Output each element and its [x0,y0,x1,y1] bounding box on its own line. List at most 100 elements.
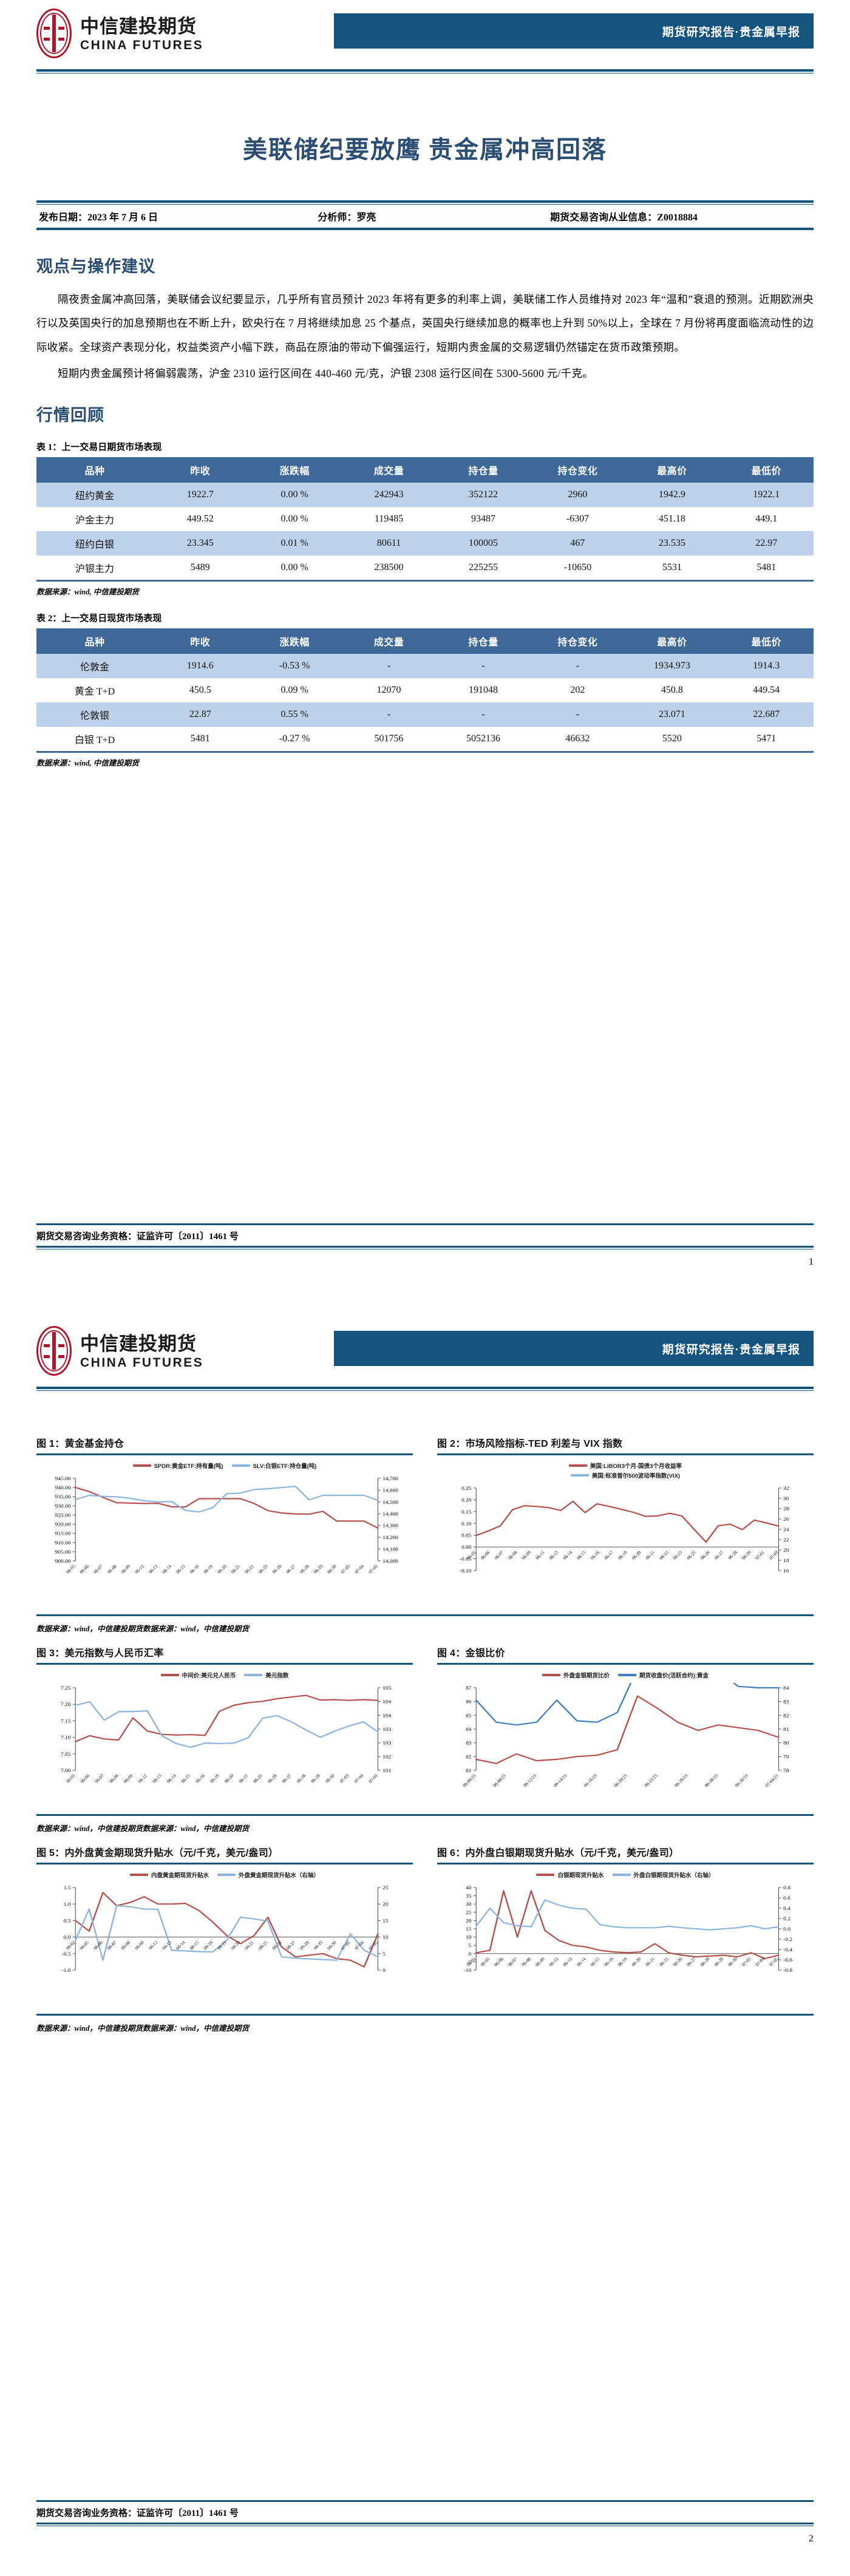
svg-text:06-26: 06-26 [699,1549,711,1560]
svg-text:06-19: 06-19 [209,1773,220,1784]
legend-item: SPDR:黄金ETF:持有量(吨) [132,1461,223,1470]
svg-text:06-06: 06-06 [79,1773,90,1784]
svg-text:06-23: 06-23 [672,1549,683,1560]
column-header: 涨跌幅 [247,457,342,483]
svg-text:105: 105 [382,1685,392,1690]
svg-text:103: 103 [382,1740,392,1745]
svg-text:910.00: 910.00 [55,1540,71,1545]
header-rule [36,1387,814,1389]
svg-text:0.0: 0.0 [783,1926,790,1931]
logo-name-cn: 中信建投期货 [80,1333,197,1354]
svg-text:06-14: 06-14 [175,1940,186,1951]
spot-market-table: 品种 昨收 涨跌幅 成交量 持仓量 持仓变化 最高价 最低价 伦敦金 1914.6 -0.53 %… [36,628,814,753]
svg-text:06-21: 06-21 [237,1773,249,1784]
page-footer: 期货交易咨询业务资格：证监许可〔2011〕1461 号 1 [36,1223,814,1268]
header-band-label: 期货研究报告·贵金属早报 [662,25,800,39]
table-cell: 12070 [341,678,437,702]
svg-text:06-25: 06-25 [252,1773,264,1784]
figure-rule [36,1863,413,1864]
svg-text:06-14: 06-14 [576,1956,587,1967]
svg-text:10: 10 [382,1934,389,1940]
table-cell: 5471 [719,726,814,753]
svg-text:30: 30 [783,1495,789,1501]
svg-text:06-29: 06-29 [310,1773,321,1784]
svg-text:06-07: 06-07 [493,1549,505,1560]
svg-text:07-03: 07-03 [741,1956,752,1967]
column-header: 品种 [36,457,153,483]
column-header: 持仓变化 [530,628,625,654]
svg-text:06-15: 06-15 [180,1773,191,1784]
svg-text:86: 86 [466,1699,472,1704]
svg-text:0.5: 0.5 [64,1918,71,1923]
figure-fig3: 图 3：美元指数与人民币汇率 中间价:美元兑人民币 美元指数 7.25 7.20 7.15… [36,1645,413,1804]
table-cell: 伦敦金 [36,653,153,678]
svg-text:06-09: 06-09 [534,1956,546,1967]
table-cell: 2960 [530,482,625,507]
svg-text:06-13: 06-13 [148,1563,159,1574]
svg-text:14,200: 14,200 [382,1535,398,1540]
svg-text:18: 18 [783,1557,789,1563]
svg-text:06-21: 06-21 [644,1549,656,1560]
figure-rule [437,1453,814,1455]
view-paragraph-1: 隔夜贵金属冲高回落，美联储会议纪要显示，几乎所有官员预计 2023 年将有更多的… [36,293,814,353]
table-header-row: 品种 昨收 涨跌幅 成交量 持仓量 持仓变化 最高价 最低价 [36,457,814,483]
svg-text:06-05: 06-05 [78,1940,90,1951]
svg-text:06-26: 06-26 [271,1563,282,1574]
page-2: 中信建投期货 CHINA FUTURES 期货研究报告·贵金属早报 图 1：黄金… [0,1299,850,2576]
svg-text:0.15: 0.15 [461,1509,472,1514]
svg-text:06-05: 06-05 [65,1563,76,1574]
figure-plot: 0.25 0.20 0.15 0.10 0.05 0.00 -0.05 -0.10 32 30 28… [437,1483,814,1605]
svg-text:-0.2: -0.2 [783,1936,792,1942]
header-rule-thin [36,1390,814,1391]
column-header: 成交量 [341,628,437,654]
svg-text:06-30/23: 06-30/23 [733,1773,749,1788]
logo-name-en: CHINA FUTURES [80,1355,204,1370]
svg-text:25: 25 [466,1909,472,1915]
legend-swatch [132,1464,151,1467]
figure-row: 图 5：内外盘黄金期现货升贴水（元/千克，美元/盎司） 内盘黄金期现货升贴水 外盘黄… [36,1844,814,2004]
svg-text:06-28: 06-28 [295,1773,307,1784]
page-1: 中信建投期货 CHINA FUTURES 期货研究报告·贵金属早报 美联储纪要放… [36,0,814,1268]
svg-text:7.10: 7.10 [61,1735,71,1740]
table-cell: 1914.6 [153,653,248,678]
svg-text:101: 101 [382,1767,391,1773]
figure-section-rule [36,1814,814,1816]
figure-row: 图 3：美元指数与人民币汇率 中间价:美元兑人民币 美元指数 7.25 7.20 7.15… [36,1645,814,1804]
legend-item: 期货收盘价(活跃合约):黄金 [618,1671,709,1679]
table-cell: -6307 [530,506,625,531]
table-cell: 46632 [530,726,625,753]
table-cell: 23.071 [625,702,719,727]
figure-plot: 1.5 1.0 0.5 0.0 -0.5 -1.0 25 20 15 10 5 0 06-02 06-05… [36,1883,413,2004]
svg-text:06-28: 06-28 [727,1549,738,1560]
column-header: 最高价 [625,628,719,654]
svg-text:35: 35 [466,1893,472,1898]
svg-text:0.0: 0.0 [64,1934,71,1940]
table-cell: 238500 [341,555,437,582]
svg-text:-0.05: -0.05 [460,1556,472,1562]
table-cell: -0.53 % [247,653,342,678]
svg-text:24: 24 [783,1526,789,1532]
logo-name-en: CHINA FUTURES [80,38,204,52]
svg-text:14,400: 14,400 [382,1511,398,1517]
svg-text:06-26: 06-26 [267,1773,278,1784]
svg-text:14,600: 14,600 [382,1487,398,1493]
svg-text:0.05: 0.05 [461,1532,472,1538]
svg-text:06-12: 06-12 [548,1956,560,1967]
svg-text:07-03: 07-03 [340,1563,352,1574]
figure-fig6: 图 6：内外盘白银期现货升贴水（元/千克，美元/盎司） 白银期现货升贴水 外盘白银期… [437,1844,814,2004]
table-cell: 0.01 % [247,531,342,556]
table-cell: -0.27 % [247,726,342,753]
svg-text:40: 40 [466,1884,472,1890]
page-header: 中信建投期货 CHINA FUTURES 期货研究报告·贵金属早报 [36,1299,814,1409]
svg-text:0: 0 [469,1951,472,1956]
page-title: 美联储纪要放鹰 贵金属冲高回落 [243,136,607,163]
svg-text:1.5: 1.5 [64,1884,71,1890]
legend-item: 白银期现货升贴水 [536,1871,604,1879]
legend-item: 内盘黄金期现货升贴水 [129,1871,209,1879]
table-cell: 0.00 % [247,482,342,507]
svg-text:22: 22 [783,1537,789,1542]
page-header: 中信建投期货 CHINA FUTURES 期货研究报告·贵金属早报 [36,0,814,91]
svg-text:06-29: 06-29 [741,1549,752,1560]
svg-text:14,500: 14,500 [382,1499,398,1504]
svg-text:07-05: 07-05 [367,1940,379,1951]
